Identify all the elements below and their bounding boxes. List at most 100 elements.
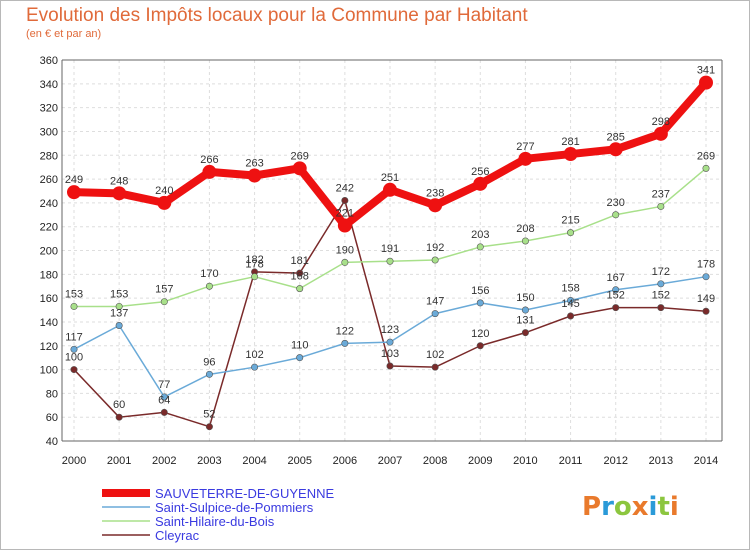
legend-entry: SAUVETERRE-DE-GUYENNE	[155, 486, 334, 501]
data-label: 167	[607, 272, 625, 284]
data-label: 266	[200, 154, 218, 166]
x-tick-label: 2014	[694, 455, 718, 467]
legend-entry: Saint-Sulpice-de-Pommiers	[155, 500, 314, 515]
data-label: 181	[291, 255, 309, 267]
y-tick-label: 80	[46, 388, 58, 400]
x-tick-label: 2013	[649, 455, 673, 467]
data-label: 230	[607, 197, 625, 209]
data-label: 263	[245, 157, 263, 169]
x-tick-label: 2011	[559, 455, 583, 467]
y-tick-label: 340	[40, 79, 58, 91]
data-label: 156	[471, 285, 489, 297]
data-point	[70, 345, 78, 353]
data-label: 269	[291, 150, 309, 162]
data-point	[473, 176, 488, 191]
data-point	[70, 302, 78, 310]
data-label: 178	[245, 259, 263, 271]
data-point	[205, 282, 213, 290]
data-point	[341, 339, 349, 347]
data-point	[431, 363, 439, 371]
x-tick-label: 2002	[152, 455, 176, 467]
legend-entry: Cleyrac	[155, 528, 200, 543]
data-point	[70, 366, 78, 374]
x-tick-label: 2006	[333, 455, 357, 467]
data-point	[112, 186, 127, 201]
data-point	[567, 229, 575, 237]
data-label: 341	[697, 65, 715, 77]
data-point	[521, 237, 529, 245]
data-point	[563, 147, 578, 162]
x-tick-label: 2008	[423, 455, 447, 467]
data-point	[205, 423, 213, 431]
data-label: 190	[336, 244, 354, 256]
data-label: 192	[426, 242, 444, 254]
y-tick-label: 140	[40, 317, 58, 329]
y-tick-label: 120	[40, 341, 58, 353]
data-label: 178	[697, 259, 715, 271]
x-tick-label: 2009	[468, 455, 492, 467]
data-label: 77	[158, 379, 170, 391]
data-label: 102	[426, 349, 444, 361]
data-label: 285	[607, 131, 625, 143]
data-label: 249	[65, 174, 83, 186]
proxiti-logo: Proxiti	[582, 492, 679, 522]
y-tick-label: 360	[40, 55, 58, 67]
data-label: 100	[65, 352, 83, 364]
x-tick-label: 2005	[287, 455, 311, 467]
x-tick-label: 2000	[62, 455, 86, 467]
data-label: 131	[516, 315, 534, 327]
data-point	[341, 258, 349, 266]
y-tick-label: 320	[40, 103, 58, 115]
data-point	[251, 273, 259, 281]
data-point	[699, 75, 713, 90]
data-label: 157	[155, 284, 173, 296]
data-label: 145	[561, 298, 579, 310]
data-point	[337, 218, 352, 233]
data-point	[247, 168, 262, 183]
y-tick-label: 180	[40, 269, 58, 281]
data-point	[431, 310, 439, 318]
data-point	[612, 211, 620, 219]
data-label: 60	[113, 399, 125, 411]
x-tick-label: 2004	[242, 455, 266, 467]
data-point	[115, 302, 123, 310]
data-label: 277	[516, 141, 534, 153]
data-point	[386, 362, 394, 370]
data-point	[657, 304, 665, 312]
data-label: 251	[381, 172, 399, 184]
data-point	[657, 202, 665, 210]
data-label: 52	[203, 409, 215, 421]
data-point	[476, 299, 484, 307]
data-label: 149	[697, 293, 715, 305]
data-label: 191	[381, 243, 399, 255]
data-label: 256	[471, 166, 489, 178]
data-label: 153	[65, 288, 83, 300]
x-tick-label: 2003	[197, 455, 221, 467]
data-point	[251, 363, 259, 371]
data-point	[296, 285, 304, 293]
data-point	[653, 126, 668, 141]
data-label: 237	[652, 188, 670, 200]
data-label: 172	[652, 266, 670, 278]
data-label: 103	[381, 348, 399, 360]
data-point	[518, 151, 533, 166]
data-label: 203	[471, 229, 489, 241]
data-label: 150	[516, 292, 534, 304]
data-point	[612, 286, 620, 294]
data-label: 96	[203, 356, 215, 368]
data-point	[386, 257, 394, 265]
data-point	[702, 307, 710, 315]
data-label: 137	[110, 308, 128, 320]
data-point	[292, 161, 307, 176]
data-point	[160, 298, 168, 306]
x-tick-label: 2012	[603, 455, 627, 467]
x-tick-label: 2001	[107, 455, 131, 467]
data-label: 269	[697, 150, 715, 162]
data-point	[202, 164, 217, 179]
data-point	[702, 273, 710, 281]
data-point	[521, 329, 529, 337]
y-tick-label: 240	[40, 198, 58, 210]
data-label: 122	[336, 325, 354, 337]
data-label: 215	[561, 215, 579, 227]
data-point	[341, 196, 349, 204]
